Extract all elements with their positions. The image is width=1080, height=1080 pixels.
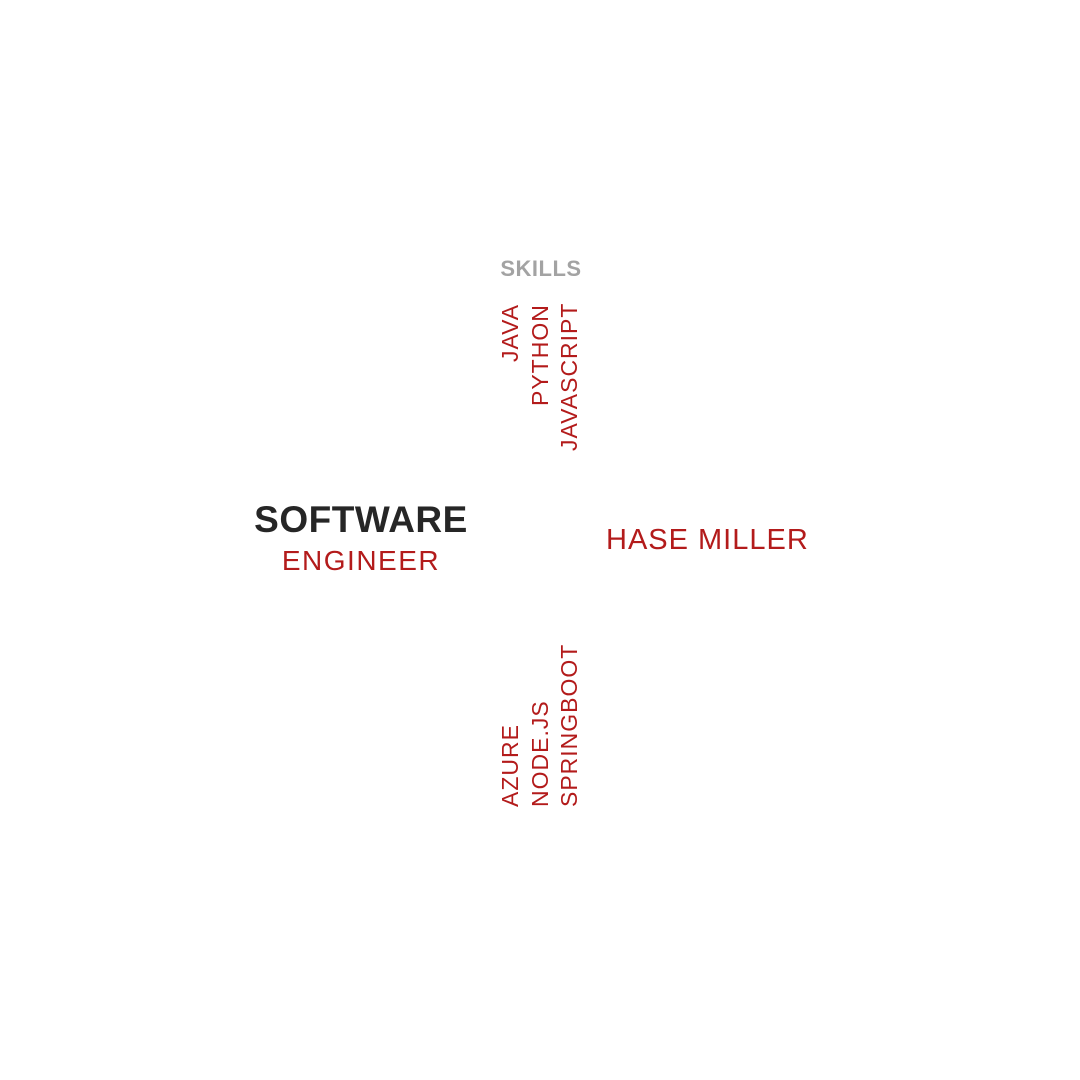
skill-azure: AZURE	[497, 724, 523, 807]
skill-python: PYTHON	[527, 304, 553, 406]
person-name: HASE MILLER	[606, 524, 809, 556]
skills-heading: SKILLS	[500, 256, 582, 281]
job-title-main: SOFTWARE	[254, 499, 468, 540]
skill-springboot: SPRINGBOOT	[556, 643, 582, 807]
skill-nodejs: NODE.JS	[527, 700, 553, 807]
job-title-sub: ENGINEER	[281, 545, 441, 576]
skill-java: JAVA	[497, 303, 523, 362]
skill-javascript: JAVASCRIPT	[556, 302, 582, 451]
